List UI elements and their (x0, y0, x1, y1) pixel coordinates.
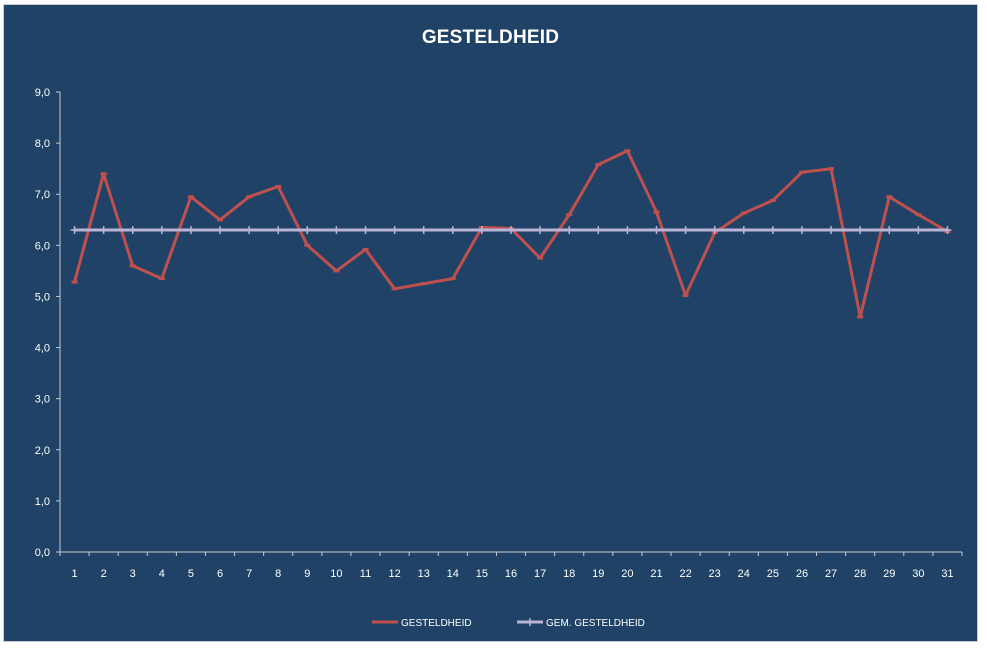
data-point (245, 226, 254, 234)
data-point (681, 226, 690, 234)
x-tick-label: 10 (330, 568, 342, 580)
y-tick-label: 6,0 (35, 240, 50, 252)
x-tick-label: 28 (854, 568, 866, 580)
x-tick-label: 11 (360, 568, 371, 580)
series-layer (70, 149, 952, 319)
chart-area: GESTELDHEID 0,0 1,0 2,0 3,0 4,0 5,0 6,0 7,0 8,0 9… (3, 4, 978, 642)
x-tick-label: 12 (388, 568, 400, 580)
data-point (128, 226, 137, 234)
data-point (827, 226, 836, 234)
y-tick-label: 0,0 (35, 547, 50, 559)
x-tick-label: 3 (130, 568, 136, 580)
x-tick-label: 30 (912, 568, 924, 580)
x-tick-label: 18 (563, 568, 575, 580)
x-tick-label: 27 (825, 568, 837, 580)
x-tick-label: 8 (275, 568, 281, 580)
x-tick-label: 6 (217, 568, 223, 580)
data-point (361, 226, 370, 234)
x-tick-label: 31 (941, 568, 953, 580)
data-point (70, 226, 79, 234)
x-tick-label: 25 (767, 568, 779, 580)
x-tick-label: 5 (188, 568, 194, 580)
legend-label: GEM. GESTELDHEID (546, 618, 645, 629)
y-tick-label: 7,0 (35, 189, 50, 201)
data-point (216, 226, 225, 234)
x-tick-label: 29 (883, 568, 895, 580)
legend-item: GEM. GESTELDHEID (517, 618, 645, 629)
x-tick-label: 21 (650, 568, 662, 580)
y-tick-label: 5,0 (35, 291, 50, 303)
x-tick-label: 22 (679, 568, 691, 580)
data-point (507, 226, 515, 234)
x-tick-label: 15 (476, 568, 488, 580)
data-point (186, 226, 195, 234)
y-tick-label: 3,0 (35, 394, 50, 406)
data-point (419, 226, 428, 234)
x-tick-label: 9 (304, 568, 310, 580)
data-point (157, 226, 166, 234)
data-point (565, 226, 574, 234)
data-point (594, 226, 603, 234)
data-point (536, 226, 545, 234)
x-tick-label: 20 (621, 568, 633, 580)
x-tick-label: 16 (505, 568, 517, 580)
chart-title: GESTELDHEID (421, 27, 560, 48)
data-point (332, 226, 341, 234)
line-chart: 0,01,02,03,04,05,06,07,08,09,01 2 3 4 5 6 7 8 9 1… (35, 87, 963, 629)
series-gem-gesteldheid (70, 226, 952, 234)
data-point (99, 226, 108, 234)
data-point (623, 226, 632, 234)
x-tick-label: 26 (796, 568, 808, 580)
data-point (303, 226, 312, 234)
data-point (710, 226, 719, 234)
data-point (914, 226, 923, 234)
x-tick-label: 14 (447, 568, 459, 580)
y-tick-label: 8,0 (35, 138, 50, 150)
data-point (856, 226, 865, 234)
x-tick-label: 4 (159, 568, 165, 580)
x-tick-label: 7 (246, 568, 252, 580)
data-point (739, 226, 748, 234)
x-tick-label: 2 (101, 568, 107, 580)
data-point (477, 226, 486, 234)
legend-item: GESTELDHEID (372, 618, 472, 629)
data-point (768, 226, 777, 234)
legend-label: GESTELDHEID (401, 618, 472, 629)
x-tick-label: 24 (738, 568, 750, 580)
x-tick-label: 19 (592, 568, 604, 580)
data-point (797, 226, 806, 234)
y-tick-label: 2,0 (35, 445, 50, 457)
data-point (885, 226, 894, 234)
axes: 0,01,02,03,04,05,06,07,08,09,01 2 3 4 5 6 7 8 9 1… (35, 87, 963, 580)
data-point (390, 226, 399, 234)
x-tick-label: 13 (418, 568, 430, 580)
y-tick-label: 4,0 (35, 343, 50, 355)
data-point (274, 226, 283, 234)
x-tick-label: 17 (534, 568, 546, 580)
data-point (448, 226, 457, 234)
x-tick-label: 1 (71, 568, 77, 580)
data-point (652, 226, 661, 234)
data-point (943, 226, 952, 234)
x-tick-label: 23 (709, 568, 721, 580)
y-tick-label: 1,0 (35, 496, 50, 508)
legend: GESTELDHEID GEM. GESTELDHEID (372, 618, 645, 629)
y-tick-label: 9,0 (35, 87, 50, 99)
